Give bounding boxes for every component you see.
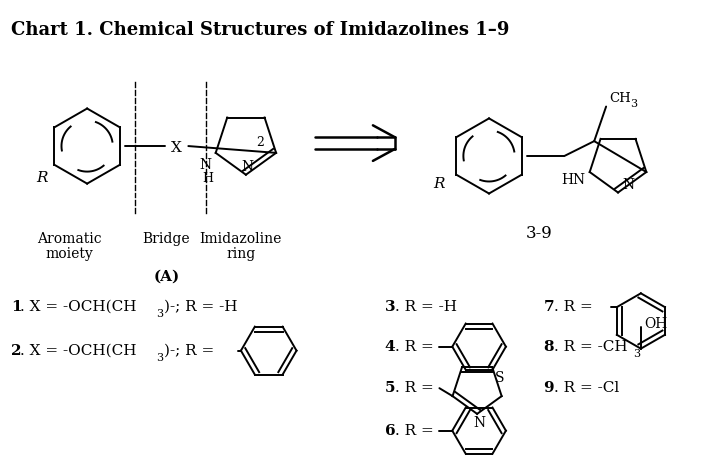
Text: N: N <box>473 416 485 430</box>
Text: 5: 5 <box>385 381 395 395</box>
Text: . R =: . R = <box>553 300 592 314</box>
Text: . R = -Cl: . R = -Cl <box>553 381 618 395</box>
Text: 3: 3 <box>157 352 164 363</box>
Text: . X = -OCH(CH: . X = -OCH(CH <box>20 344 136 357</box>
Text: . R =: . R = <box>394 381 434 395</box>
Text: 1: 1 <box>11 300 21 314</box>
Text: R: R <box>434 177 445 191</box>
Text: . R =: . R = <box>394 340 434 354</box>
Text: N: N <box>199 158 212 172</box>
Text: 6: 6 <box>385 424 395 438</box>
Text: 7: 7 <box>544 300 554 314</box>
Text: Aromatic: Aromatic <box>37 232 102 246</box>
Text: 9: 9 <box>544 381 554 395</box>
Text: N: N <box>622 178 634 192</box>
Text: 2: 2 <box>256 137 264 149</box>
Text: Chart 1. Chemical Structures of Imidazolines 1–9: Chart 1. Chemical Structures of Imidazol… <box>11 21 509 39</box>
Text: . R = -H: . R = -H <box>394 300 457 314</box>
Text: (A): (A) <box>154 269 180 284</box>
Text: X: X <box>171 141 182 155</box>
Text: 8: 8 <box>544 340 554 354</box>
Text: Imidazoline: Imidazoline <box>200 232 282 246</box>
Text: . X = -OCH(CH: . X = -OCH(CH <box>20 300 136 314</box>
Text: Bridge: Bridge <box>143 232 191 246</box>
Text: )-; R = -H: )-; R = -H <box>164 300 237 314</box>
Text: S: S <box>495 371 505 385</box>
Text: ring: ring <box>226 247 256 261</box>
Text: )-; R =: )-; R = <box>164 344 214 357</box>
Text: moiety: moiety <box>46 247 93 261</box>
Text: R: R <box>37 171 49 185</box>
Text: HN: HN <box>562 173 586 187</box>
Text: OH: OH <box>644 317 667 331</box>
Text: 3: 3 <box>385 300 395 314</box>
Text: 3: 3 <box>157 309 164 319</box>
Text: . R =: . R = <box>394 424 434 438</box>
Text: 3: 3 <box>633 349 640 358</box>
Text: . R = -CH: . R = -CH <box>553 340 627 354</box>
Text: 4: 4 <box>385 340 395 354</box>
Text: 3: 3 <box>630 98 637 109</box>
Text: H: H <box>203 172 214 185</box>
Text: N: N <box>242 160 254 174</box>
Text: CH: CH <box>609 92 631 105</box>
Text: 3-9: 3-9 <box>526 225 552 242</box>
Text: 2: 2 <box>11 344 21 357</box>
